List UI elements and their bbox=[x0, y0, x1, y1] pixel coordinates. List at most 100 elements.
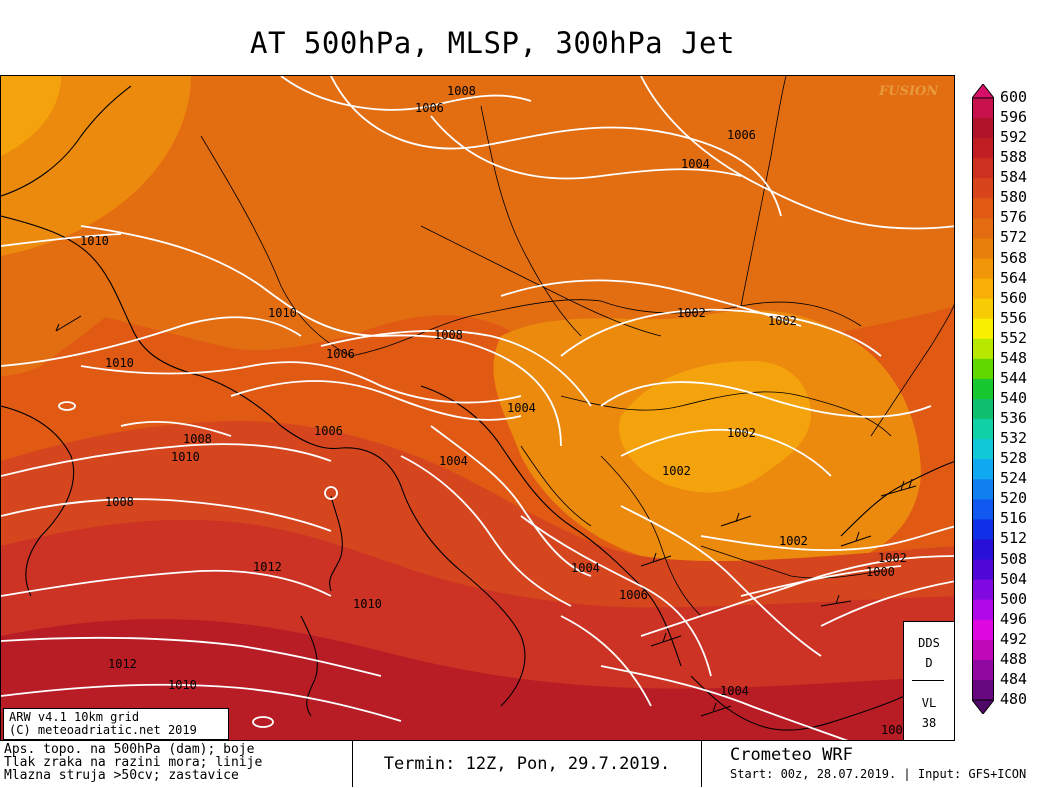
isobar-label: 1012 bbox=[108, 657, 137, 671]
wind-barbs bbox=[55, 315, 917, 717]
legend-swatch bbox=[972, 559, 994, 581]
legend-swatch bbox=[972, 298, 994, 320]
color-legend bbox=[972, 84, 994, 714]
legend-bottom-arrow bbox=[972, 699, 994, 714]
model-version-box: ARW v4.1 10km grid (C) meteoadriatic.net… bbox=[3, 708, 229, 740]
legend-swatch bbox=[972, 238, 994, 260]
isobar-label: 1006 bbox=[415, 101, 444, 115]
country-borders bbox=[200, 76, 954, 617]
model-brand: Crometeo WRF bbox=[730, 745, 853, 765]
legend-swatch bbox=[972, 118, 994, 139]
legend-label: 532 bbox=[1000, 429, 1028, 448]
isobar-label: 1002 bbox=[727, 426, 756, 440]
legend-swatch bbox=[972, 378, 994, 400]
dds-line4: 38 bbox=[921, 716, 937, 730]
band-yellow-orange-nw bbox=[1, 76, 61, 156]
legend-label: 592 bbox=[1000, 128, 1028, 147]
legend-swatch bbox=[972, 479, 994, 500]
legend-label: 524 bbox=[1000, 469, 1028, 488]
dds-line3: VL bbox=[921, 696, 937, 710]
legend-label: 480 bbox=[1000, 690, 1028, 708]
isobar-label: 1002 bbox=[662, 464, 691, 478]
legend-swatch bbox=[972, 98, 994, 119]
isobar-label: 1000 bbox=[866, 565, 895, 579]
isobar-label: 1006 bbox=[314, 424, 343, 438]
legend-swatch bbox=[972, 138, 994, 159]
legend-label: 584 bbox=[1000, 168, 1028, 187]
desc-line-1: Aps. topo. na 500hPa (dam); boje bbox=[4, 742, 255, 757]
model-start-info: Start: 00z, 28.07.2019. | Input: GFS+ICO… bbox=[730, 767, 1027, 781]
legend-label: 572 bbox=[1000, 228, 1028, 247]
legend-label: 540 bbox=[1000, 389, 1028, 407]
isobars bbox=[1, 76, 954, 740]
isobar-label: 1002 bbox=[768, 314, 797, 328]
legend-swatch bbox=[972, 399, 994, 420]
legend-label: 484 bbox=[1000, 669, 1028, 688]
legend-swatch bbox=[972, 318, 994, 340]
legend-label: 544 bbox=[1000, 368, 1028, 387]
isobar-label: 1004 bbox=[507, 401, 536, 415]
isobar-label: 1002 bbox=[779, 534, 808, 548]
legend-swatch bbox=[972, 619, 994, 641]
legend-label: 496 bbox=[1000, 609, 1028, 628]
dds-line2: D bbox=[925, 656, 933, 670]
legend-swatch bbox=[972, 459, 994, 480]
isobar-label: 1006 bbox=[326, 347, 355, 361]
legend-label: 488 bbox=[1000, 649, 1028, 668]
legend-swatch bbox=[972, 158, 994, 179]
legend-top-arrow bbox=[972, 84, 994, 99]
legend-label: 564 bbox=[1000, 268, 1028, 287]
legend-label: 600 bbox=[1000, 88, 1028, 106]
legend-swatch bbox=[972, 539, 994, 561]
dds-line1: DDS bbox=[918, 636, 940, 650]
isobar-label: 1004 bbox=[681, 157, 710, 171]
isobar-label: 1010 bbox=[171, 450, 200, 464]
footer: Aps. topo. na 500hPa (dam); boje Tlak zr… bbox=[0, 741, 1050, 788]
legend-label: 588 bbox=[1000, 148, 1028, 167]
isobar-label: 1012 bbox=[253, 560, 282, 574]
isobar-label: 1010 bbox=[105, 356, 134, 370]
legend-swatch bbox=[972, 278, 994, 300]
legend-label: 560 bbox=[1000, 288, 1028, 307]
legend-swatch bbox=[972, 258, 994, 280]
legend-swatch bbox=[972, 499, 994, 520]
map-canvas bbox=[1, 76, 954, 740]
isobar-label: 1010 bbox=[353, 597, 382, 611]
legend-swatch bbox=[972, 639, 994, 661]
isobar-label: 1008 bbox=[434, 328, 463, 342]
isobar-label: 1004 bbox=[720, 684, 749, 698]
legend-swatch bbox=[972, 178, 994, 199]
isobar-label: 1002 bbox=[878, 551, 907, 565]
map-title: AT 500hPa, MLSP, 300hPa Jet bbox=[250, 26, 735, 60]
legend-label: 536 bbox=[1000, 409, 1028, 428]
legend-swatch bbox=[972, 659, 994, 681]
legend-label: 504 bbox=[1000, 569, 1028, 588]
legend-swatch bbox=[972, 439, 994, 460]
legend-label: 528 bbox=[1000, 449, 1028, 468]
legend-label: 552 bbox=[1000, 328, 1028, 347]
band-yellow-orange-carpathian bbox=[619, 361, 811, 493]
legend-label: 516 bbox=[1000, 509, 1028, 528]
band-deep-red-south bbox=[1, 619, 954, 740]
dds-divider bbox=[912, 680, 944, 681]
legend-swatch bbox=[972, 579, 994, 601]
isobar-label: 1010 bbox=[268, 306, 297, 320]
legend-swatch bbox=[972, 198, 994, 219]
legend-label: 576 bbox=[1000, 208, 1028, 227]
weather-map[interactable]: FUSION 1008 1006 1006 1004 1010 1010 101… bbox=[0, 75, 955, 741]
isobar-label: 1008 bbox=[447, 84, 476, 98]
map-description: Aps. topo. na 500hPa (dam); boje Tlak zr… bbox=[4, 743, 344, 782]
legend-label: 512 bbox=[1000, 529, 1028, 548]
legend-label: 556 bbox=[1000, 308, 1028, 327]
desc-line-2: Tlak zraka na razini mora; linije bbox=[4, 755, 263, 770]
copyright: (C) meteoadriatic.net 2019 bbox=[9, 723, 197, 737]
isobar-label: 1006 bbox=[727, 128, 756, 142]
legend-swatch bbox=[972, 358, 994, 380]
legend-swatch bbox=[972, 519, 994, 540]
isobar-label: 1002 bbox=[677, 306, 706, 320]
isobar-label: 1004 bbox=[439, 454, 468, 468]
legend-label: 500 bbox=[1000, 589, 1028, 608]
legend-swatch bbox=[972, 338, 994, 360]
isobar-label: 1008 bbox=[105, 495, 134, 509]
isobar-label: 1004 bbox=[571, 561, 600, 575]
